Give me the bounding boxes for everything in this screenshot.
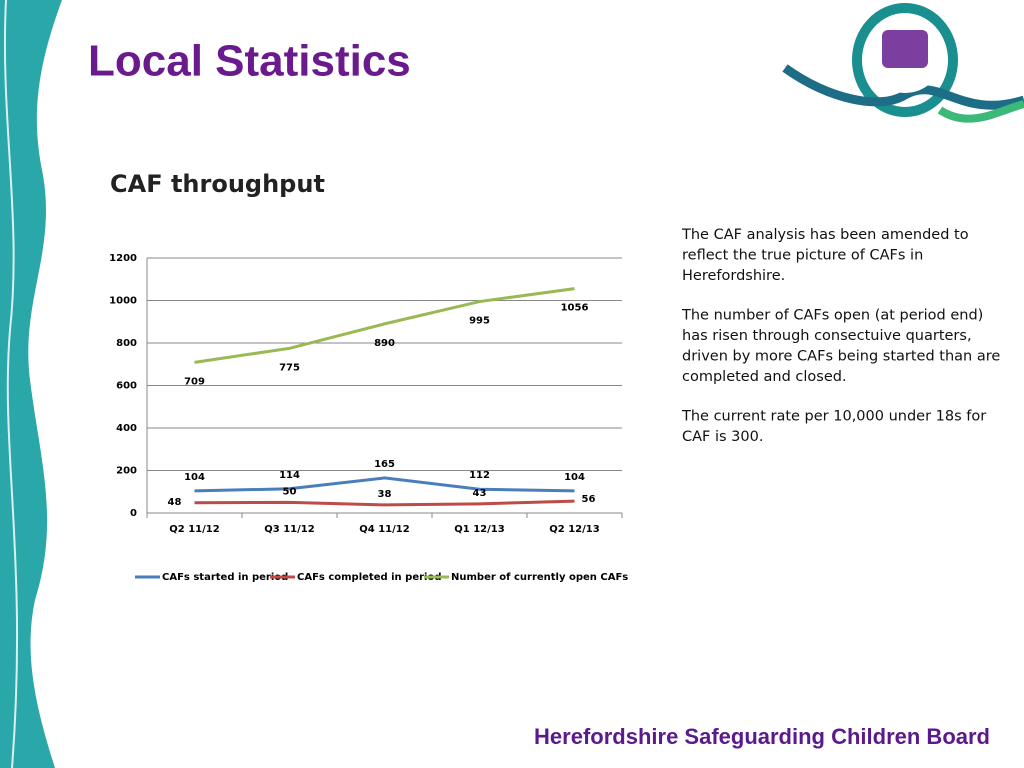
data-label: 112 [469, 470, 490, 481]
note-line: CAF is 300. [682, 429, 763, 445]
note-line: The number of CAFs open (at period end) [681, 308, 983, 324]
data-label: 104 [564, 472, 585, 483]
data-label: 43 [473, 488, 487, 499]
note-line: The current rate per 10,000 under 18s fo… [681, 409, 986, 425]
x-tick-label: Q4 11/12 [359, 524, 409, 535]
data-label: 56 [582, 494, 596, 505]
data-label: 50 [283, 486, 297, 497]
y-tick-label: 1200 [109, 253, 137, 264]
series-line [194, 499, 575, 507]
x-tick-label: Q1 12/13 [454, 524, 504, 535]
x-tick-label: Q3 11/12 [264, 524, 314, 535]
legend-label: Number of currently open CAFs [451, 572, 628, 583]
data-label: 775 [279, 362, 300, 373]
ribbon-line [3, 0, 19, 768]
footer: Herefordshire Safeguarding Children Boar… [534, 724, 990, 749]
side-ribbon [0, 0, 62, 768]
data-label: 104 [184, 472, 205, 483]
chart-title: CAF throughput [110, 170, 325, 198]
data-label: 38 [378, 489, 392, 500]
legend-label: CAFs completed in period [297, 572, 442, 583]
x-tick-label: Q2 12/13 [549, 524, 599, 535]
data-label: 995 [469, 316, 490, 327]
data-label: 165 [374, 459, 395, 470]
note-line: completed and closed. [682, 369, 847, 385]
data-label: 709 [184, 376, 205, 387]
note-line: has risen through consectuive quarters, [682, 328, 972, 344]
note-line: reflect the true picture of CAFs in [682, 248, 923, 264]
y-tick-label: 200 [116, 466, 137, 477]
data-label: 48 [168, 497, 182, 508]
note-line: driven by more CAFs being started than a… [682, 349, 1000, 365]
series-line [194, 476, 575, 493]
series-line [194, 287, 575, 364]
slide-title: Local Statistics [88, 37, 411, 86]
y-tick-label: 800 [116, 338, 137, 349]
y-tick-label: 1000 [109, 296, 137, 307]
note-line: Herefordshire. [682, 268, 785, 284]
y-tick-label: 400 [116, 423, 137, 434]
x-tick-label: Q2 11/12 [169, 524, 219, 535]
y-tick-label: 0 [130, 508, 137, 519]
y-tick-label: 600 [116, 381, 137, 392]
data-label: 114 [279, 470, 300, 481]
logo [782, 3, 1024, 123]
data-label: 890 [374, 338, 395, 349]
data-label: 1056 [561, 303, 589, 314]
note-line: The CAF analysis has been amended to [681, 227, 969, 243]
legend-label: CAFs started in period [162, 572, 288, 583]
